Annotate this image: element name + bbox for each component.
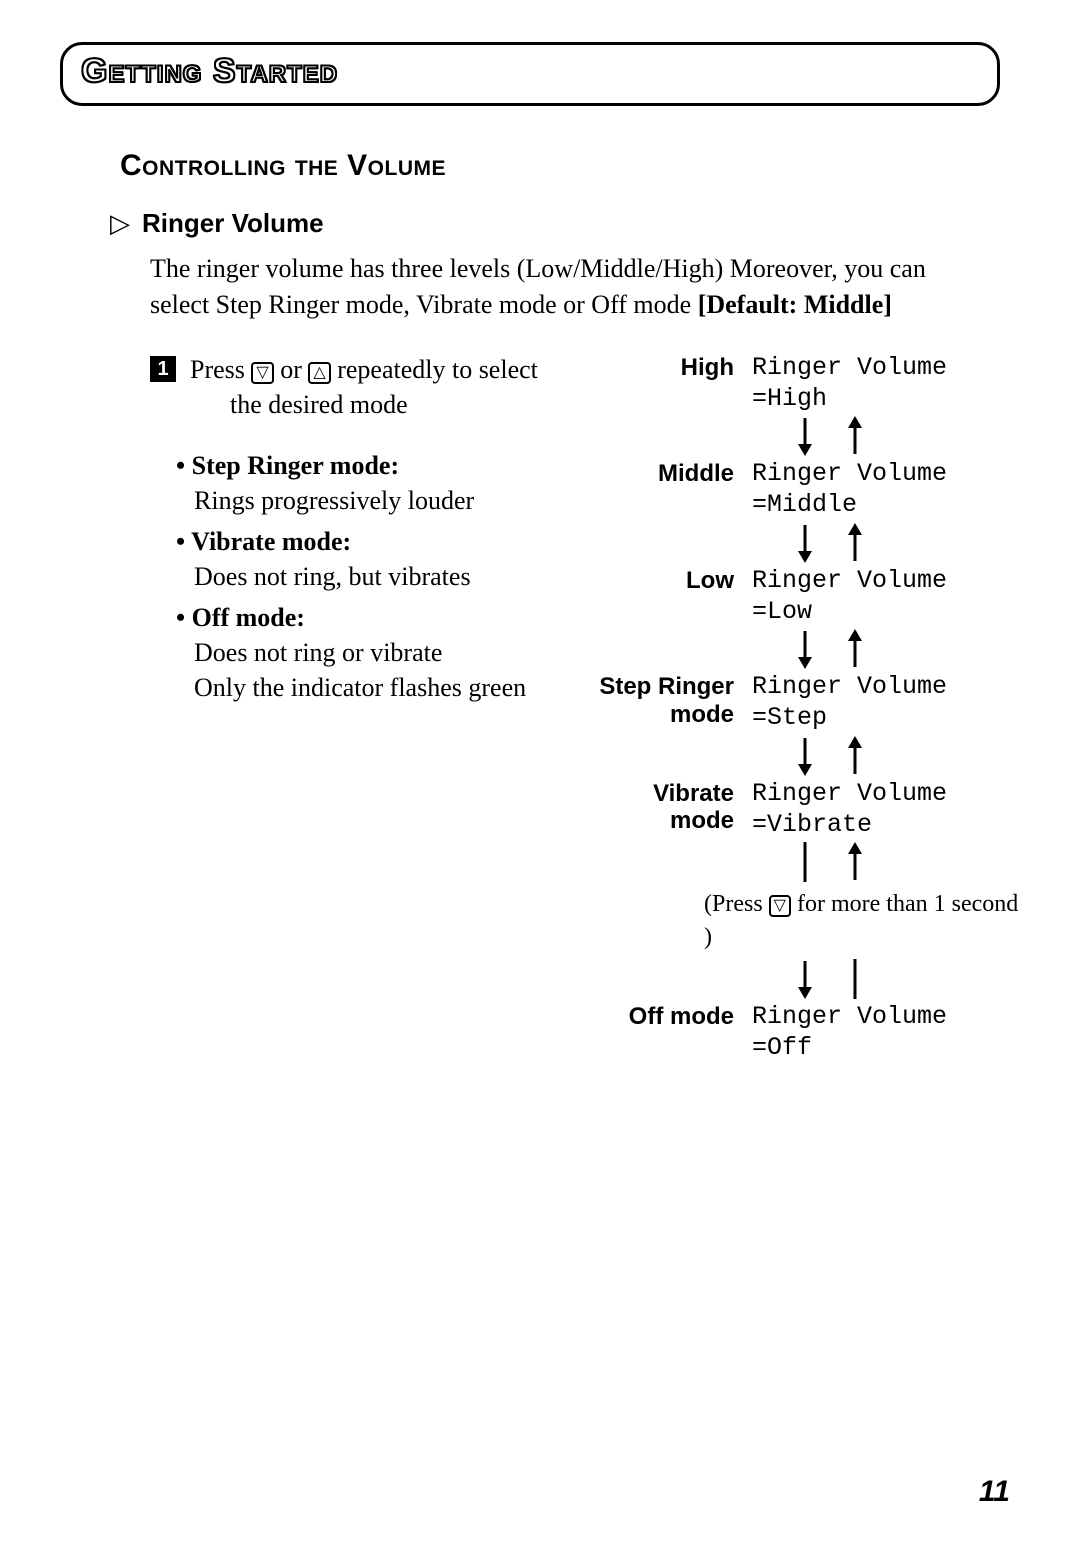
display-line1: Ringer Volume (752, 459, 947, 488)
mode-list: • Step Ringer mode: Rings progressively … (176, 448, 550, 706)
left-column: 1 Press ▽ or △ repeatedly to select the … (150, 352, 550, 712)
mode-title: • Vibrate mode: (176, 524, 550, 559)
display-row-vibrate: Vibrate mode Ringer Volume =Vibrate (584, 778, 1020, 841)
display-row-low: Low Ringer Volume =Low (584, 565, 1020, 628)
step-text-or: or (274, 355, 309, 384)
step-text-before: Press (190, 355, 251, 384)
step-text: Press ▽ or △ repeatedly to select the de… (190, 352, 550, 422)
display-label: Middle (584, 458, 734, 488)
arrow-pair-icon (794, 412, 1020, 460)
page: Getting Started Controlling the Volume ▷… (0, 0, 1080, 1542)
intro-default: [Default: Middle] (698, 290, 892, 319)
right-column: High Ringer Volume =High Middle Ringer V… (584, 352, 1020, 1064)
arrow-special-icon (794, 955, 1020, 1003)
step-text-line2: the desired mode (230, 387, 550, 422)
intro-paragraph: The ringer volume has three levels (Low/… (150, 251, 990, 321)
display-screen: Ringer Volume =Step (752, 671, 947, 734)
down-key-icon: ▽ (251, 362, 273, 384)
page-number: 11 (979, 1472, 1010, 1513)
display-label: Vibrate mode (584, 778, 734, 835)
step-1: 1 Press ▽ or △ repeatedly to select the … (150, 352, 550, 422)
display-line2: =Low (752, 597, 812, 626)
display-row-off: Off mode Ringer Volume =Off (584, 1001, 1020, 1064)
display-row-middle: Middle Ringer Volume =Middle (584, 458, 1020, 521)
display-row-step: Step Ringer mode Ringer Volume =Step (584, 671, 1020, 734)
content-row: 1 Press ▽ or △ repeatedly to select the … (150, 352, 1020, 1064)
display-line2: =High (752, 384, 827, 413)
display-line1: Ringer Volume (752, 1002, 947, 1031)
mode-title: • Step Ringer mode: (176, 448, 550, 483)
display-line1: Ringer Volume (752, 566, 947, 595)
display-line2: =Middle (752, 490, 857, 519)
triangle-bullet-icon: ▷ (110, 211, 130, 237)
step-number-badge: 1 (150, 356, 176, 382)
display-line2: =Vibrate (752, 810, 872, 839)
display-line1: Ringer Volume (752, 779, 947, 808)
arrow-pair-icon (794, 625, 1020, 673)
display-screen: Ringer Volume =Middle (752, 458, 947, 521)
display-line2: =Off (752, 1033, 812, 1062)
header-title: Getting Started (81, 52, 338, 90)
display-label: Low (584, 565, 734, 595)
down-key-icon: ▽ (769, 895, 791, 917)
mode-off: • Off mode: Does not ring or vibrate Onl… (176, 600, 550, 705)
section-heading: Controlling the Volume (120, 146, 1020, 187)
display-line2: =Step (752, 703, 827, 732)
display-line1: Ringer Volume (752, 353, 947, 382)
header-pill: Getting Started (60, 42, 1000, 106)
mode-desc: Does not ring or vibrate (194, 635, 550, 670)
step-text-after: repeatedly to select (331, 355, 538, 384)
display-line1: Ringer Volume (752, 672, 947, 701)
arrow-special-icon (794, 838, 1020, 886)
display-label: Off mode (584, 1001, 734, 1031)
mode-desc: Rings progressively louder (194, 483, 550, 518)
press-note-before: (Press (704, 891, 769, 917)
display-screen: Ringer Volume =Vibrate (752, 778, 947, 841)
mode-desc: Does not ring, but vibrates (194, 559, 550, 594)
display-label: High (584, 352, 734, 382)
display-screen: Ringer Volume =Off (752, 1001, 947, 1064)
mode-title: • Off mode: (176, 600, 550, 635)
mode-step-ringer: • Step Ringer mode: Rings progressively … (176, 448, 550, 518)
display-screen: Ringer Volume =Low (752, 565, 947, 628)
arrow-pair-icon (794, 519, 1020, 567)
display-label: Step Ringer mode (584, 671, 734, 728)
display-screen: Ringer Volume =High (752, 352, 947, 415)
mode-vibrate: • Vibrate mode: Does not ring, but vibra… (176, 524, 550, 594)
arrow-pair-icon (794, 732, 1020, 780)
up-key-icon: △ (308, 362, 330, 384)
display-row-high: High Ringer Volume =High (584, 352, 1020, 415)
sub-heading: Ringer Volume (142, 206, 324, 241)
mode-desc: Only the indicator flashes green (194, 670, 550, 705)
press-note: (Press ▽ for more than 1 second ) (704, 888, 1020, 953)
sub-heading-row: ▷ Ringer Volume (110, 206, 1020, 241)
